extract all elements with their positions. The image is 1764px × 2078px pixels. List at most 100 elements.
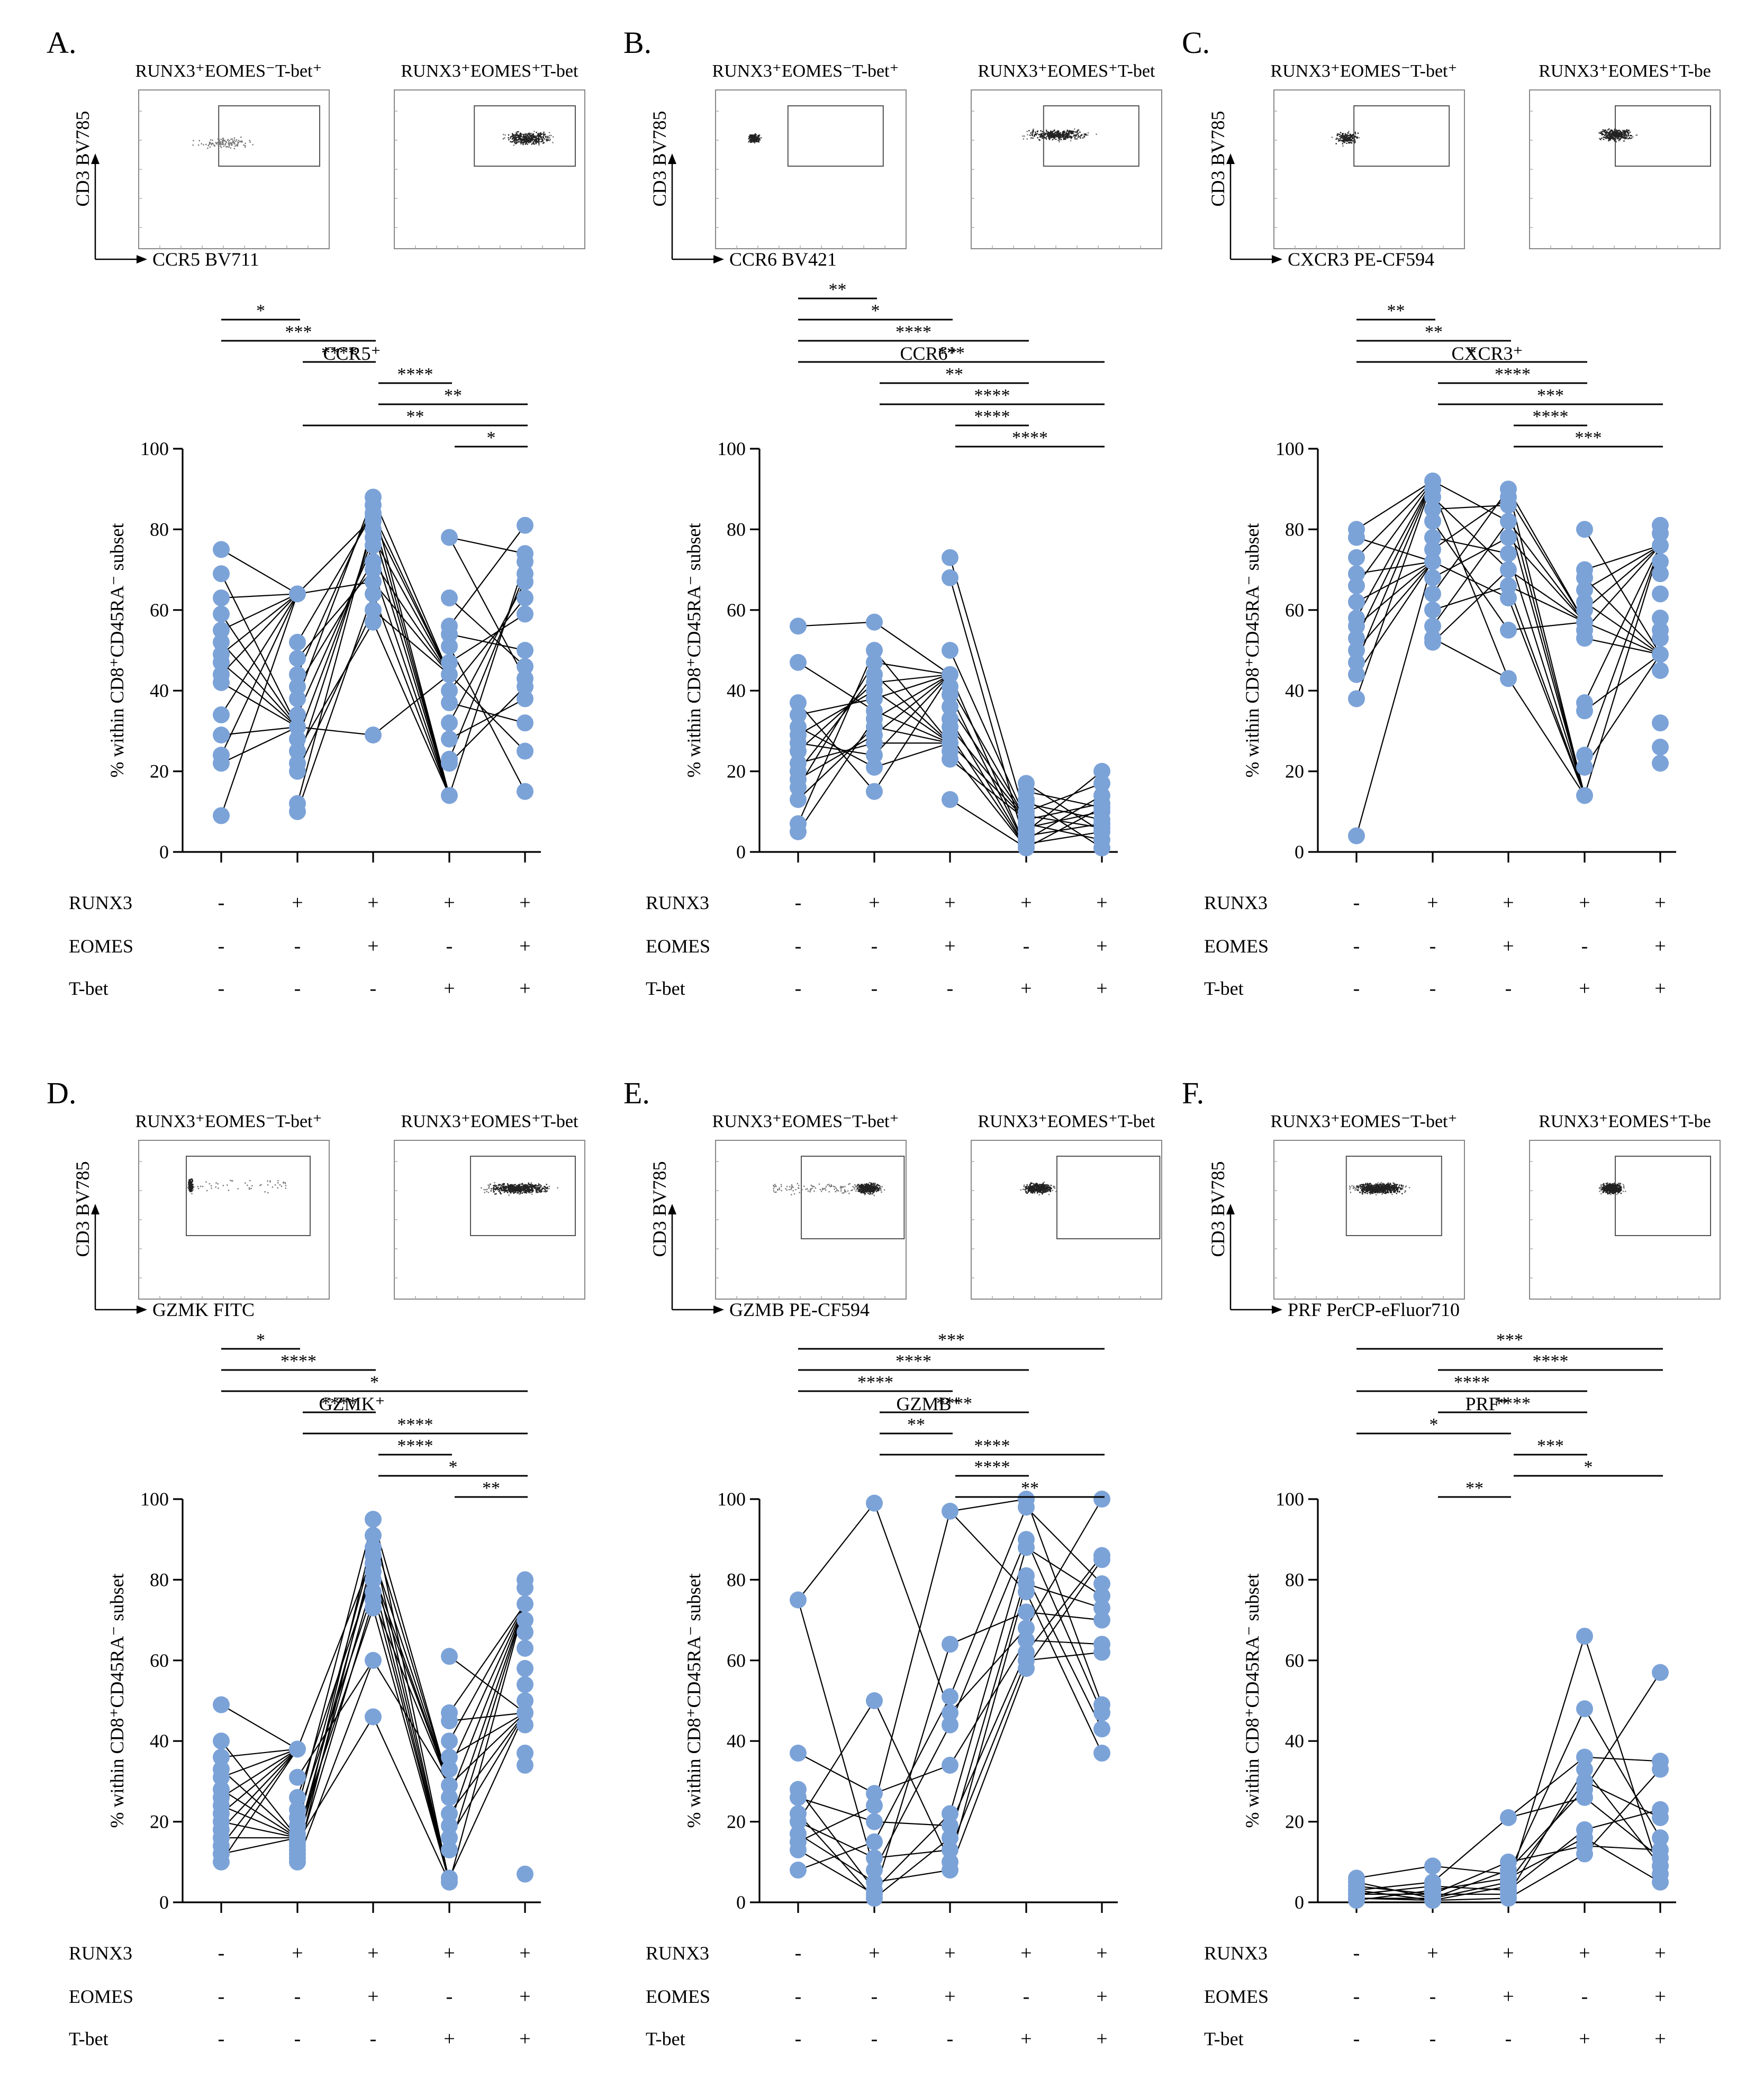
flow-event-dot — [754, 139, 756, 141]
subject-line — [1432, 638, 1509, 679]
flow-event-dot — [223, 140, 225, 142]
flow-event-dot — [1051, 137, 1052, 139]
flow-event-dot — [503, 1191, 505, 1193]
flow-event-dot — [521, 140, 523, 141]
subject-line — [1584, 654, 1661, 712]
flow-event-dot — [860, 1190, 862, 1192]
flow-event-dot — [220, 143, 222, 145]
flow-event-dot — [1380, 1188, 1382, 1190]
flow-event-dot — [1067, 136, 1069, 138]
flow-event-dot — [748, 141, 749, 143]
condition-sign: - — [1353, 892, 1360, 914]
flow-event-dot — [483, 1189, 485, 1191]
flow-event-dot — [1348, 141, 1350, 143]
flow-event-dot — [1354, 141, 1356, 142]
flow-event-dot — [1033, 1185, 1035, 1187]
flow-event-dot — [277, 1182, 279, 1184]
flow-y-arrowhead — [668, 153, 676, 164]
flow-event-dot — [1069, 130, 1071, 132]
condition-sign: - — [1430, 977, 1436, 1000]
flow-event-dot — [1378, 1186, 1380, 1187]
flow-event-dot — [840, 1186, 843, 1188]
flow-event-dot — [1621, 133, 1623, 135]
flow-event-dot — [524, 140, 526, 142]
flow-event-dot — [1404, 1191, 1406, 1193]
flow-event-dot — [757, 134, 759, 137]
flow-event-dot — [1606, 132, 1608, 134]
subject-line — [1432, 521, 1509, 631]
subject-line — [1584, 545, 1661, 703]
flow-event-dot — [1377, 1184, 1378, 1185]
significance-label: **** — [281, 1351, 316, 1371]
y-axis-title: % within CD8⁺CD45RA⁻ subset — [683, 523, 704, 777]
y-tick-label: 40 — [727, 680, 746, 701]
subject-line — [798, 1849, 875, 1895]
flow-event-dot — [1345, 138, 1347, 140]
flow-event-dot — [870, 1193, 872, 1195]
flow-event-dot — [210, 139, 212, 141]
flow-event-dot — [1631, 137, 1633, 139]
flow-event-dot — [1382, 1185, 1383, 1187]
flow-event-dot — [232, 142, 234, 143]
flow-event-dot — [1348, 138, 1350, 140]
flow-event-dot — [1036, 131, 1038, 133]
flow-event-dot — [1381, 1190, 1383, 1192]
subject-line — [296, 1547, 374, 1826]
flow-event-dot — [205, 1181, 207, 1183]
flow-event-dot — [515, 1186, 517, 1187]
flow-event-dot — [1389, 1190, 1390, 1191]
flow-event-dot — [1050, 1187, 1052, 1189]
flow-event-dot — [1401, 1188, 1403, 1190]
flow-event-dot — [828, 1191, 830, 1193]
flow-event-dot — [1394, 1190, 1395, 1192]
flow-event-dot — [1347, 138, 1349, 140]
flow-event-dot — [513, 138, 515, 139]
significance-label: **** — [895, 1351, 931, 1371]
flow-event-dot — [511, 1186, 512, 1187]
flow-event-dot — [756, 136, 758, 138]
flow-event-dot — [1031, 1183, 1033, 1184]
data-point — [441, 694, 458, 712]
subject-line — [874, 1821, 951, 1827]
flow-event-dot — [752, 137, 754, 139]
data-point — [1093, 1575, 1110, 1593]
flow-event-dot — [1372, 1188, 1374, 1190]
flow-event-dot — [1367, 1183, 1369, 1184]
flow-event-dot — [531, 1190, 533, 1192]
subject-line — [448, 1603, 526, 1850]
flow-event-dot — [531, 143, 533, 145]
data-point — [1576, 747, 1593, 764]
flow-event-dot — [521, 139, 523, 140]
significance-label: * — [370, 1373, 379, 1392]
y-tick-label: 100 — [717, 1489, 746, 1510]
flow-event-dot — [210, 143, 212, 144]
flow-event-dot — [1607, 134, 1609, 136]
flow-plot-right-title: RUNX3⁺EOMES⁺T-bet — [978, 61, 1156, 81]
condition-row-label: RUNX3 — [646, 1943, 709, 1964]
flow-event-dot — [484, 1192, 486, 1193]
flow-event-dot — [539, 1186, 540, 1188]
flow-event-dot — [872, 1187, 874, 1188]
flow-event-dot — [1042, 1186, 1044, 1188]
flow-event-dot — [1034, 1190, 1036, 1192]
flow-event-dot — [1347, 134, 1349, 137]
flow-event-dot — [1635, 134, 1637, 136]
flow-event-dot — [215, 142, 217, 143]
flow-event-dot — [540, 132, 542, 134]
flow-event-dot — [1033, 128, 1034, 130]
flow-event-dot — [750, 137, 753, 138]
flow-event-dot — [1040, 130, 1042, 132]
flow-event-dot — [522, 133, 524, 135]
flow-event-dot — [1059, 137, 1061, 139]
condition-sign: + — [1503, 935, 1514, 957]
condition-sign: + — [1579, 892, 1590, 914]
flow-event-dot — [797, 1183, 799, 1184]
flow-event-dot — [1611, 137, 1612, 138]
flow-event-dot — [509, 1190, 511, 1192]
flow-event-dot — [529, 135, 531, 137]
flow-event-dot — [511, 141, 513, 143]
flow-event-dot — [860, 1185, 862, 1187]
flow-event-dot — [1072, 131, 1074, 133]
y-tick-label: 80 — [150, 1569, 169, 1590]
flow-event-dot — [517, 139, 519, 141]
